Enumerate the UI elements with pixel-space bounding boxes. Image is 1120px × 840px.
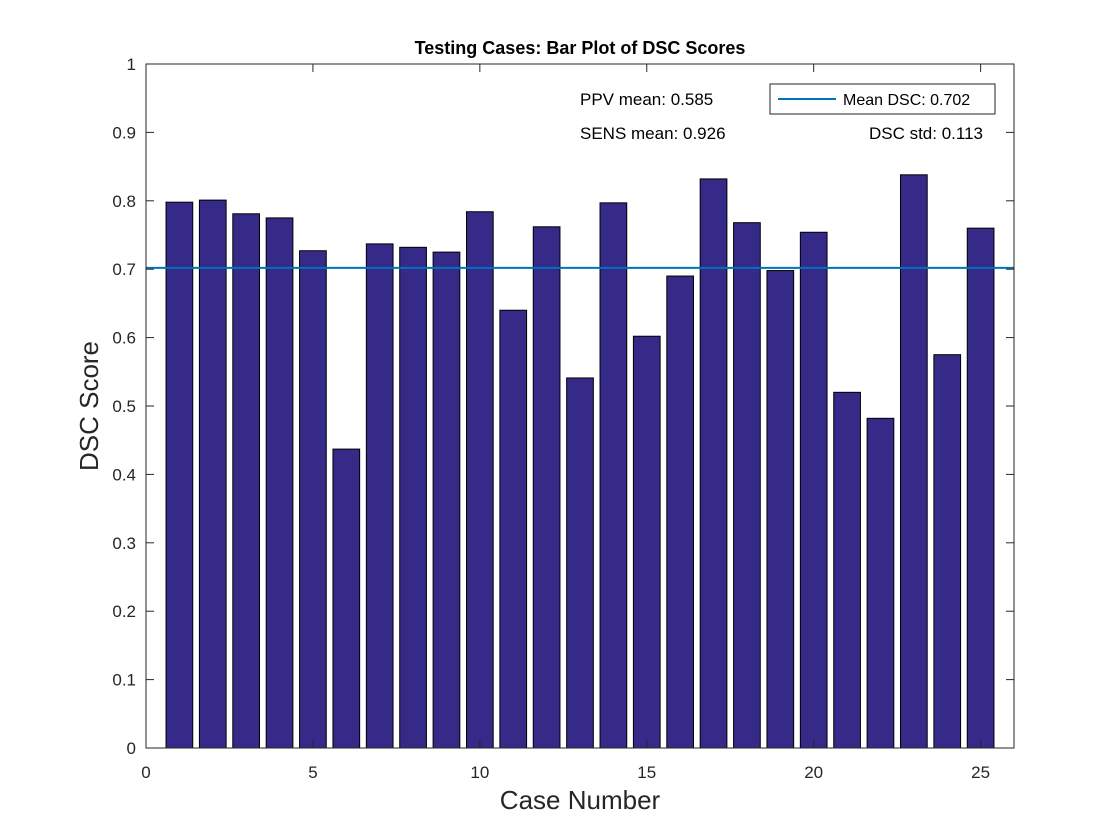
bar-case-12 [532, 226, 561, 749]
bar-case-23 [899, 174, 928, 749]
bar-case-16 [666, 275, 695, 749]
bar-case-18 [733, 222, 761, 749]
bar-case-11 [499, 309, 528, 749]
bars-group [165, 174, 995, 749]
bar-case-19 [766, 270, 795, 749]
bar-case-24 [933, 354, 962, 749]
x-tick-label: 0 [141, 763, 150, 782]
bar-case-5 [299, 250, 327, 749]
bar-case-25 [966, 227, 995, 749]
dsc-std-annotation: DSC std: 0.113 [869, 124, 983, 143]
x-tick-label: 10 [470, 763, 489, 782]
y-tick-label: 0.7 [112, 260, 136, 279]
x-tick-label: 20 [804, 763, 823, 782]
y-tick-label: 0.3 [112, 534, 136, 553]
y-tick-label: 0.2 [112, 602, 136, 621]
sens-mean-annotation: SENS mean: 0.926 [580, 124, 726, 143]
bar-case-21 [833, 391, 861, 749]
y-tick-label: 0.6 [112, 329, 136, 348]
bar-case-2 [198, 199, 227, 749]
y-tick-label: 0.9 [112, 123, 136, 142]
bar-case-3 [232, 213, 261, 749]
bar-case-22 [866, 417, 895, 749]
x-axis-label: Case Number [500, 785, 661, 815]
y-axis-ticks: 0 0.1 0.2 0.3 0.4 0.5 0.6 0.7 0.8 0.9 1 [112, 55, 1014, 758]
bar-case-20 [799, 231, 828, 749]
bar-case-13 [566, 377, 594, 749]
bar-case-4 [265, 217, 294, 749]
bar-case-9 [432, 251, 461, 749]
y-tick-label: 0.1 [112, 671, 136, 690]
legend-label: Mean DSC: 0.702 [843, 92, 970, 109]
x-tick-label: 25 [971, 763, 990, 782]
y-axis-label: DSC Score [74, 341, 104, 471]
x-tick-label: 15 [637, 763, 656, 782]
y-tick-label: 0 [127, 739, 136, 758]
bar-case-17 [699, 178, 728, 749]
y-tick-label: 1 [127, 55, 136, 74]
x-tick-label: 5 [308, 763, 317, 782]
ppv-mean-annotation: PPV mean: 0.585 [580, 90, 713, 109]
bar-case-1 [165, 201, 194, 749]
bar-case-6 [332, 448, 361, 749]
legend: Mean DSC: 0.702 [769, 83, 996, 115]
y-tick-label: 0.4 [112, 465, 136, 484]
x-axis-ticks: 0 5 10 15 20 25 [141, 64, 990, 782]
bar-case-8 [399, 246, 427, 749]
chart-title: Testing Cases: Bar Plot of DSC Scores [415, 38, 746, 58]
bar-case-15 [632, 335, 661, 749]
y-tick-label: 0.5 [112, 397, 136, 416]
bar-case-14 [599, 202, 628, 749]
bar-case-7 [365, 243, 394, 749]
y-tick-label: 0.8 [112, 192, 136, 211]
bar-case-10 [465, 211, 494, 749]
